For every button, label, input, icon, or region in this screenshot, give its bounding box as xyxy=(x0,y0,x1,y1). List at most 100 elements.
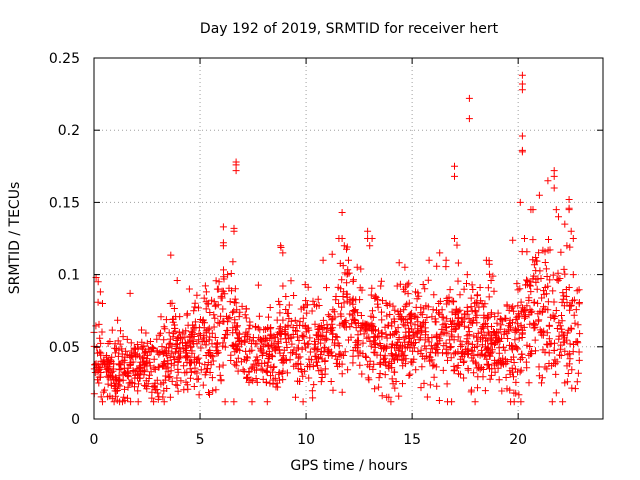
data-point xyxy=(563,242,571,250)
data-point xyxy=(393,328,401,336)
data-point xyxy=(466,318,474,326)
data-point xyxy=(202,341,210,349)
data-point xyxy=(566,355,574,363)
data-point xyxy=(180,362,188,370)
data-point xyxy=(442,345,450,353)
data-point xyxy=(208,296,216,304)
data-point xyxy=(432,349,440,357)
data-point xyxy=(407,358,415,366)
data-point xyxy=(214,319,222,327)
data-point xyxy=(142,359,150,367)
data-point xyxy=(190,383,198,390)
data-point xyxy=(230,299,238,306)
data-point xyxy=(391,384,399,392)
data-point xyxy=(399,362,407,370)
data-point xyxy=(251,323,259,331)
data-point xyxy=(305,326,313,334)
data-point xyxy=(338,360,346,368)
data-point xyxy=(481,387,489,395)
data-point xyxy=(165,329,173,337)
data-point xyxy=(353,263,361,271)
data-point xyxy=(451,235,458,242)
data-point xyxy=(167,367,175,375)
data-point xyxy=(532,267,540,275)
data-point xyxy=(290,292,298,299)
data-point xyxy=(187,343,195,351)
data-point xyxy=(143,339,151,347)
data-point xyxy=(454,333,462,341)
data-point xyxy=(195,391,203,399)
data-point xyxy=(201,361,209,369)
data-point xyxy=(184,385,192,393)
data-point xyxy=(487,349,495,357)
data-point xyxy=(95,373,103,381)
data-point xyxy=(530,261,538,269)
data-point xyxy=(399,380,406,388)
data-point xyxy=(464,365,472,372)
data-point xyxy=(350,307,358,314)
data-point xyxy=(486,270,493,278)
data-point xyxy=(295,337,303,344)
data-point xyxy=(377,282,385,290)
data-point xyxy=(265,342,273,349)
data-point xyxy=(118,345,126,353)
data-point xyxy=(389,352,396,360)
data-point xyxy=(567,325,575,333)
data-point xyxy=(219,361,227,369)
data-point xyxy=(350,307,358,315)
data-point xyxy=(269,380,277,388)
data-point xyxy=(395,392,403,400)
data-point xyxy=(338,370,346,378)
data-point xyxy=(547,340,555,347)
chart-title: Day 192 of 2019, SRMTID for receiver her… xyxy=(200,21,499,37)
data-point xyxy=(127,359,135,367)
data-point xyxy=(140,368,148,376)
data-point xyxy=(545,360,553,367)
data-point xyxy=(510,398,518,406)
data-point xyxy=(210,323,218,331)
data-point xyxy=(280,346,288,354)
data-point xyxy=(363,320,371,328)
data-point xyxy=(166,373,174,381)
data-point xyxy=(401,263,409,271)
data-point xyxy=(336,350,344,358)
data-point xyxy=(202,368,210,376)
data-point xyxy=(281,328,289,336)
data-point xyxy=(555,319,563,327)
data-point xyxy=(301,281,309,289)
data-point xyxy=(518,334,526,341)
data-point xyxy=(163,385,171,392)
data-point xyxy=(314,295,322,303)
data-point xyxy=(247,340,255,347)
data-point xyxy=(382,330,390,338)
data-point xyxy=(354,331,362,339)
data-point xyxy=(534,317,542,325)
data-point xyxy=(554,276,562,284)
data-point xyxy=(332,296,340,304)
data-point xyxy=(169,333,177,341)
data-point xyxy=(419,281,427,288)
data-point xyxy=(563,378,571,386)
data-point xyxy=(213,339,221,347)
data-point xyxy=(340,242,348,250)
data-point xyxy=(202,305,210,313)
data-point xyxy=(313,302,321,310)
data-point xyxy=(173,381,181,389)
data-point xyxy=(465,94,473,102)
data-point xyxy=(381,323,389,331)
data-point xyxy=(280,357,288,365)
data-point xyxy=(488,346,496,354)
data-point xyxy=(431,315,439,323)
data-point xyxy=(379,297,386,305)
data-point xyxy=(299,372,307,380)
data-point xyxy=(545,349,553,357)
data-point xyxy=(282,306,290,313)
y-axis-label: SRMTID / TECUs xyxy=(7,182,23,295)
data-point xyxy=(116,361,124,369)
data-point xyxy=(401,302,409,310)
data-point xyxy=(522,313,529,320)
data-point xyxy=(366,242,374,250)
data-point xyxy=(150,345,157,353)
data-point xyxy=(521,311,529,319)
data-point xyxy=(489,272,497,280)
